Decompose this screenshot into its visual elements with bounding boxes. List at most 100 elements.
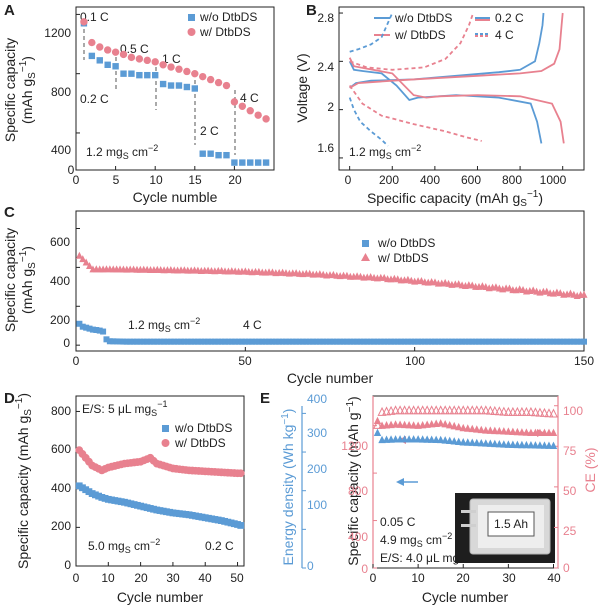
- panel-c-wo-point: [516, 338, 523, 345]
- panel-c-wo-point: [547, 338, 554, 345]
- panel-c-wo-point: [225, 338, 232, 345]
- panel-c-w-point: [79, 255, 87, 263]
- panel-c-xtick-100: 100: [405, 354, 425, 368]
- panel-c-wo-point: [387, 338, 394, 345]
- panel-c-wo-point: [313, 338, 320, 345]
- panel-c-wo-point: [106, 338, 113, 345]
- panel-e-w-point: [509, 427, 517, 436]
- panel-e-w-point: [473, 425, 481, 433]
- panel-c-wo-point: [201, 338, 208, 345]
- panel-e-ce-point: [413, 405, 423, 415]
- panel-c-wo-point: [120, 338, 127, 345]
- panel-c-wo-point: [89, 326, 96, 333]
- panel-b-curve-7: [349, 12, 475, 71]
- panel-e-letter: E: [260, 390, 270, 407]
- panel-a-w-point: [175, 65, 183, 73]
- panel-c-wo-point: [320, 338, 327, 345]
- panel-e-wo-point: [446, 436, 454, 445]
- panel-c-ylabel: Specific capacity: [2, 228, 18, 332]
- panel-e-wo-point: [459, 438, 467, 446]
- panel-c-ylabel-units: (mAh gS−1): [18, 246, 38, 314]
- panel-e-w-point: [491, 426, 499, 435]
- panel-c-rate: 4 C: [243, 318, 262, 332]
- panel-e-ce-point: [499, 406, 509, 416]
- panel-c-wo-point: [177, 338, 184, 345]
- panel-c-wo-point: [181, 338, 188, 345]
- panel-c-wo-point: [299, 338, 306, 345]
- panel-a-w-point: [191, 69, 199, 78]
- panel-c-wo-point: [581, 338, 587, 345]
- panel-d-letter: D: [4, 390, 15, 407]
- panel-c-wo-point: [167, 338, 174, 345]
- panel-c-wo-point: [215, 338, 222, 345]
- panel-e-w-point: [459, 423, 467, 432]
- panel-e-wo-point: [373, 428, 382, 436]
- panel-c-wo-point: [296, 338, 303, 345]
- panel-c-wo-point: [431, 338, 438, 345]
- panel-c-wo-point: [499, 338, 506, 345]
- panel-c-wo-point: [228, 338, 235, 345]
- panel-a-ylabel: Specific capacity: [2, 38, 18, 142]
- panel-a-xtick-0b: 0: [73, 173, 80, 187]
- panel-c-frame: [75, 210, 585, 352]
- panel-e-wo-point: [486, 439, 495, 447]
- panel-d-w-point: [236, 469, 245, 478]
- panel-c-wo-point: [560, 338, 567, 345]
- panel-a-legend-marker-wo: [188, 14, 195, 21]
- panel-a-w-point: [143, 56, 151, 65]
- panel-b-legend-w: w/ DtbDS: [394, 28, 446, 42]
- panel-e-w-point: [464, 424, 472, 432]
- panel-a-wo-point: [112, 63, 119, 70]
- panel-c-wo-point: [242, 338, 249, 345]
- panel-a-legend-w: w/ DtbDS: [199, 25, 251, 39]
- panel-c-wo-point: [79, 323, 86, 330]
- panel-a-loading: 1.2 mgS cm−2: [86, 143, 158, 161]
- panel-e-ce-point: [391, 405, 401, 415]
- panel-c-wo-point: [469, 338, 476, 345]
- panel-e-xtick-0: 0: [370, 571, 377, 585]
- panel-c-wo-point: [455, 338, 462, 345]
- panel-c-letter: C: [4, 204, 15, 221]
- panel-c-wo-point: [567, 338, 574, 345]
- panel-c-wo-point: [93, 327, 100, 333]
- panel-c-wo-point: [408, 338, 415, 345]
- panel-e-ce-point: [436, 405, 446, 415]
- panel-c-wo-point: [76, 320, 83, 327]
- panel-e-wo-point: [468, 438, 476, 446]
- panel-c-wo-point: [245, 338, 252, 345]
- panel-c-wo-point: [238, 338, 245, 345]
- panel-e-loading: 4.9 mgS cm−2: [380, 531, 452, 549]
- panel-c-wo-point: [262, 338, 269, 345]
- panel-e-ytick-1200: 1200: [341, 439, 368, 453]
- panel-d-ytick-200: 200: [51, 519, 71, 533]
- panel-d-ytick-800: 800: [51, 404, 71, 418]
- panel-d-ylabel: Specific capacity (mAh gS−1): [14, 393, 34, 569]
- panel-e-ce-point: [373, 419, 383, 429]
- panel-d-legend-marker-wo: [162, 425, 169, 432]
- panel-d-ytick-400: 400: [51, 481, 71, 495]
- panel-c-wo-point: [462, 338, 469, 345]
- panel-c-wo-point: [194, 338, 201, 345]
- panel-c-wo-point: [520, 338, 527, 345]
- panel-c: C 600 400 200 0 0 50 100 150 Cycle numbe…: [2, 204, 594, 386]
- panel-e-ce-point: [463, 405, 473, 415]
- panel-a-xlabel: Cycle numble: [133, 189, 218, 205]
- panel-e-wo-point: [482, 439, 490, 447]
- panel-c-wo-point: [523, 338, 530, 345]
- panel-e-w-point: [513, 427, 522, 436]
- panel-c-wo-point: [550, 338, 557, 345]
- panel-e-y3tick-200: 200: [307, 462, 327, 476]
- panel-b-curve-6: [348, 84, 482, 142]
- panel-a-legend-marker-w: [187, 28, 196, 36]
- panel-a-w-point: [119, 50, 128, 59]
- panel-c-wo-point: [272, 338, 279, 345]
- panel-c-wo-point: [127, 338, 134, 345]
- panel-d-frame: [75, 395, 245, 567]
- panel-e-ce-point: [548, 408, 558, 418]
- panel-e-ce-point: [418, 405, 428, 415]
- panel-c-wo-point: [161, 338, 168, 345]
- panel-c-wo-point: [310, 338, 317, 345]
- panel-e-rate: 0.05 C: [380, 515, 416, 529]
- panel-e-y2tick-75: 75: [563, 444, 577, 458]
- panel-e-ce-point: [503, 406, 513, 416]
